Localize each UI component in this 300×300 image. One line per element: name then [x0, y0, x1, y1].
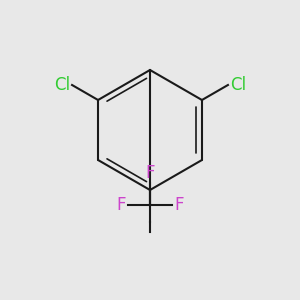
Text: F: F [145, 164, 155, 182]
Text: F: F [116, 196, 126, 214]
Text: Cl: Cl [230, 76, 246, 94]
Text: F: F [174, 196, 184, 214]
Text: Cl: Cl [54, 76, 70, 94]
